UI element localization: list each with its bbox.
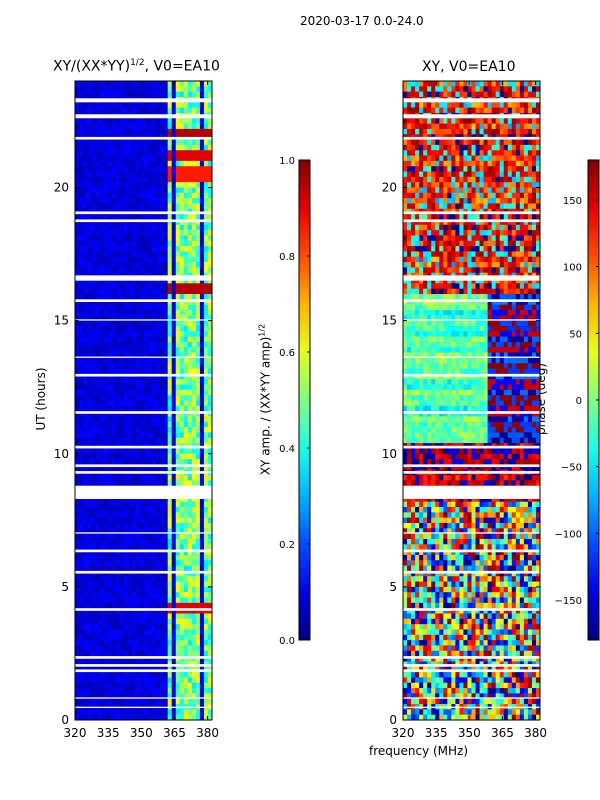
colorbar-tick-label: 0 [576, 396, 582, 407]
data-gap [403, 114, 540, 119]
colorbar-tick-label: −100 [555, 529, 582, 540]
colorbar-tick-label: 150 [563, 196, 582, 207]
data-gap [75, 532, 212, 534]
data-gap [403, 549, 540, 553]
data-gap [75, 219, 212, 223]
data-gap [75, 411, 212, 414]
colorbar-tick-label: 0.6 [279, 348, 295, 359]
data-gap [75, 319, 212, 321]
data-gap [403, 136, 540, 140]
y-tick-label: 20 [54, 181, 69, 195]
colorbar-tick-label: 0.0 [279, 636, 295, 647]
amp-panel-title-suffix: , V0=EA10 [144, 58, 220, 75]
data-gap [403, 656, 540, 659]
data-gap [75, 664, 212, 667]
phase-panel-title: XY, V0=EA10 [422, 59, 516, 75]
amp-colorbar [298, 159, 311, 641]
data-gap [75, 299, 212, 302]
data-gap [403, 532, 540, 534]
x-tick-label: 380 [524, 726, 547, 740]
data-gap [75, 697, 212, 699]
y-tick-label: 20 [382, 181, 397, 195]
data-gap [75, 549, 212, 553]
data-gap [75, 570, 212, 574]
colorbar-tick-label: 100 [563, 263, 582, 274]
x-tick-label: 320 [64, 726, 87, 740]
data-gap [403, 211, 540, 215]
data-gap [403, 319, 540, 321]
data-gap [75, 114, 212, 119]
x-tick-label: 365 [163, 726, 186, 740]
data-gap [75, 136, 212, 140]
colorbar-tick-label: 50 [569, 329, 582, 340]
y-tick-label: 10 [382, 447, 397, 461]
data-gap [403, 471, 540, 474]
data-gap [75, 211, 212, 215]
data-gap [403, 356, 540, 358]
data-gap [403, 219, 540, 223]
colorbar-tick-label: −50 [561, 463, 582, 474]
data-gap [403, 570, 540, 574]
data-gap [75, 706, 212, 709]
data-gap [403, 697, 540, 699]
phase-heatmap-cells [403, 81, 541, 721]
colorbar-tick-label: 1.0 [279, 156, 295, 167]
data-gap [403, 275, 540, 281]
colorbar-tick-label: 0.2 [279, 540, 295, 551]
data-gap [403, 98, 540, 103]
data-gap [403, 464, 540, 468]
data-gap [403, 608, 540, 611]
colorbar-tick-label: 0.4 [279, 444, 295, 455]
data-gap [75, 98, 212, 103]
data-gap [75, 356, 212, 358]
y-tick-label: 5 [61, 580, 69, 594]
data-gap [403, 664, 540, 667]
y-tick-label: 5 [389, 580, 397, 594]
x-tick-label: 350 [458, 726, 481, 740]
amp-panel-title-sup: 1/2 [130, 58, 145, 68]
x-tick-label: 335 [97, 726, 120, 740]
data-gap [403, 669, 540, 673]
x-tick-label: 335 [425, 726, 448, 740]
data-gap [403, 445, 540, 449]
x-tick-label: 320 [392, 726, 415, 740]
data-gap [75, 275, 212, 281]
figure-suptitle: 2020-03-17 0.0-24.0 [300, 14, 424, 28]
phase-plot-frame [402, 80, 541, 721]
colorbar-tick-label: −150 [555, 596, 582, 607]
amp-data-gaps [75, 98, 212, 709]
y-tick-label: 10 [54, 447, 69, 461]
data-gap [403, 485, 540, 500]
y-tick-label: 0 [389, 713, 397, 727]
data-gap [75, 445, 212, 449]
data-gap [75, 464, 212, 468]
colorbar-tick-label: 0.8 [279, 252, 295, 263]
data-gap [75, 669, 212, 673]
amp-panel-title-main: XY/(XX*YY) [53, 58, 131, 75]
data-gap [75, 373, 212, 377]
x-tick-label: 365 [491, 726, 514, 740]
data-gap [75, 471, 212, 474]
data-gap [403, 373, 540, 377]
data-gap [75, 656, 212, 659]
data-gap [403, 299, 540, 302]
data-gap [403, 411, 540, 414]
y-tick-label: 0 [61, 713, 69, 727]
x-tick-label: 350 [130, 726, 153, 740]
phase-data-gaps [403, 98, 540, 709]
y-tick-label: 15 [54, 314, 69, 328]
x-tick-label: 380 [196, 726, 219, 740]
data-gap [403, 706, 540, 709]
amp-panel-title: XY/(XX*YY)1/2, V0=EA10 [53, 58, 220, 75]
amp-heatmap-cells [75, 81, 213, 721]
x-axis-label: frequency (MHz) [369, 744, 469, 758]
data-gap [75, 485, 212, 500]
data-gap [75, 608, 212, 611]
y-tick-label: 15 [382, 314, 397, 328]
amp-plot-frame [74, 80, 213, 721]
